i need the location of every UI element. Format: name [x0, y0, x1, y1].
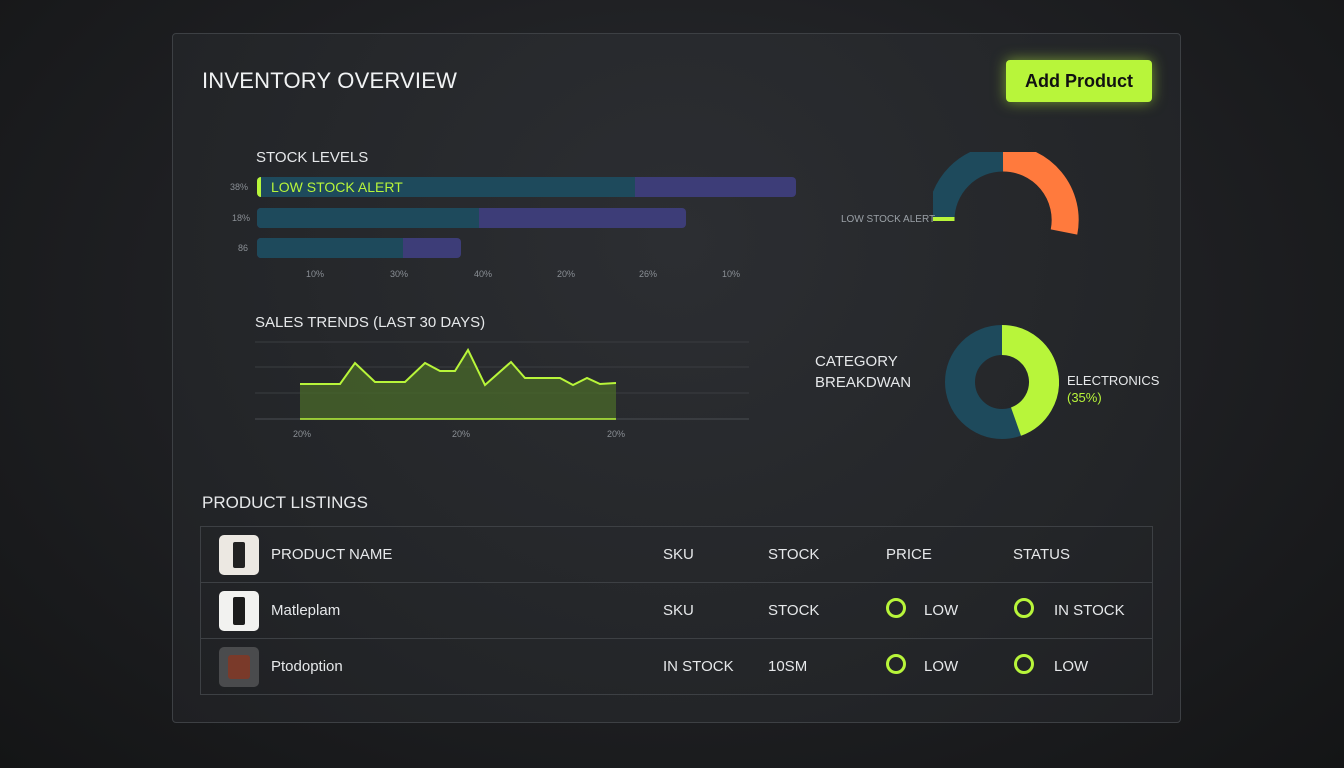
column-stock[interactable]: STOCK	[768, 546, 820, 563]
column-sku[interactable]: SKU	[663, 546, 694, 563]
sales-area	[300, 350, 616, 419]
status-ring-icon	[1014, 654, 1034, 674]
product-stock: STOCK	[768, 602, 820, 619]
category-breakdown-title: CATEGORY BREAKDWAN	[815, 351, 911, 393]
product-stock: 10SM	[768, 658, 808, 675]
inventory-panel: INVENTORY OVERVIEW Add Product STOCK LEV…	[172, 33, 1181, 723]
stock-bar-fill	[257, 208, 479, 228]
gauge-segment	[1002, 152, 1079, 235]
product-name: Ptodoption	[271, 658, 343, 675]
product-sku: SKU	[663, 602, 694, 619]
x-tick: 26%	[639, 269, 658, 279]
sales-x-tick: 20%	[293, 429, 312, 439]
product-status: LOW	[1054, 658, 1089, 675]
low-stock-gauge	[933, 152, 1079, 235]
stock-row-label: 38%	[230, 182, 249, 192]
legend-electronics-percent: (35%)	[1067, 390, 1102, 405]
stock-row-label: 18%	[232, 213, 251, 223]
category-donut	[945, 325, 1059, 439]
status-ring-icon	[1014, 598, 1034, 618]
sales-line	[300, 347, 617, 387]
sales-x-tick: 20%	[607, 429, 626, 439]
sales-trends-title: SALES TRENDS (LAST 30 DAYS)	[255, 314, 486, 331]
x-tick: 10%	[306, 269, 325, 279]
table-header-row: PRODUCT NAME SKU STOCK PRICE STATUS	[201, 527, 1152, 583]
x-tick: 40%	[474, 269, 493, 279]
product-thumbnail	[219, 535, 259, 575]
legend-electronics: ELECTRONICS	[1067, 373, 1160, 388]
stock-bar-3	[257, 238, 461, 258]
x-tick: 30%	[390, 269, 409, 279]
column-status[interactable]: STATUS	[1013, 546, 1070, 563]
page-title: INVENTORY OVERVIEW	[202, 68, 458, 93]
gauge-track	[933, 152, 1004, 221]
sales-x-tick: 20%	[452, 429, 471, 439]
stock-bar-1: LOW STOCK ALERT	[257, 177, 796, 197]
low-stock-alert-label: LOW STOCK ALERT	[271, 179, 403, 195]
product-thumbnail	[219, 591, 259, 631]
donut-electronics-segment	[1001, 325, 1059, 436]
column-price[interactable]: PRICE	[886, 546, 932, 563]
product-name: Matleplam	[271, 602, 341, 619]
table-row[interactable]: Matleplam SKU STOCK LOW IN STOCK	[201, 583, 1152, 639]
stock-bar-2	[257, 208, 686, 228]
phone-icon	[233, 542, 245, 568]
price-ring-icon	[886, 598, 906, 618]
category-title-line: BREAKDWAN	[815, 374, 912, 391]
stock-levels-title: STOCK LEVELS	[256, 149, 369, 166]
stock-row-label: 86	[238, 243, 249, 253]
phone-icon	[233, 597, 245, 625]
product-status: IN STOCK	[1054, 602, 1125, 619]
column-product-name[interactable]: PRODUCT NAME	[271, 546, 393, 563]
product-listings-title: PRODUCT LISTINGS	[202, 493, 368, 512]
stock-bar-fill	[257, 238, 403, 258]
table-row[interactable]: Ptodoption IN STOCK 10SM LOW LOW	[201, 639, 1152, 695]
product-image-icon	[228, 655, 250, 679]
price-ring-icon	[886, 654, 906, 674]
product-price: LOW	[924, 658, 959, 675]
category-title-line: CATEGORY	[815, 353, 898, 370]
x-tick: 10%	[722, 269, 741, 279]
product-sku: IN STOCK	[663, 658, 734, 675]
product-thumbnail	[219, 647, 259, 687]
sales-trend-chart	[255, 341, 749, 420]
stock-bar-fill	[257, 177, 635, 197]
product-table: PRODUCT NAME SKU STOCK PRICE STATUS Matl…	[200, 526, 1153, 695]
product-price: LOW	[924, 602, 959, 619]
alert-marker	[257, 177, 261, 197]
add-product-button[interactable]: Add Product	[1006, 60, 1152, 102]
gauge-label: LOW STOCK ALERT	[841, 214, 936, 225]
x-tick: 20%	[557, 269, 576, 279]
